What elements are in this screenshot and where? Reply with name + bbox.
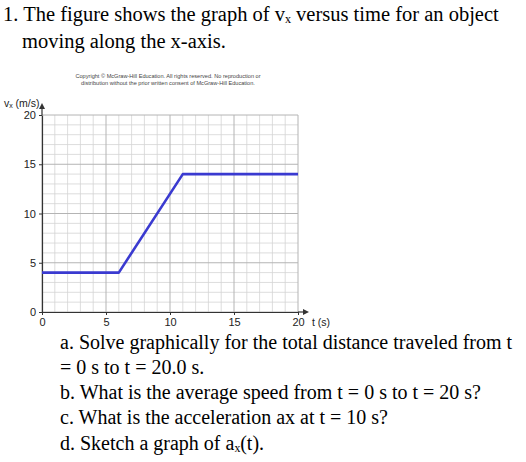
x-axis-title: t (s)	[312, 316, 330, 328]
question-line: a. Solve graphically for the total dista…	[60, 331, 513, 354]
tick-mark	[234, 312, 235, 315]
tick: 15	[228, 312, 240, 328]
copyright: Copyright © McGraw-Hill Education. All r…	[75, 73, 260, 79]
tick-mark	[170, 312, 171, 315]
tick: 10	[164, 312, 176, 328]
tick-mark	[39, 263, 42, 264]
tick: 20	[292, 312, 304, 328]
page: 1. The figure shows the graph of vₓ vers…	[0, 0, 526, 462]
copyright: distribution without the prior written c…	[81, 80, 255, 86]
plot-area	[42, 174, 298, 273]
tick-label: 15	[24, 158, 36, 170]
grid-line	[42, 164, 298, 165]
question-line: c. What is the acceleration ax at t = 10…	[60, 406, 388, 428]
tick: 0	[30, 306, 42, 318]
tick-label: 0	[39, 316, 45, 328]
grid-line	[42, 115, 298, 116]
tick-mark	[39, 115, 42, 116]
tick-label: 5	[103, 316, 109, 328]
tick-label: 0	[30, 306, 36, 318]
axis-line	[42, 116, 43, 313]
tick: 20	[24, 109, 42, 121]
grid-line	[42, 262, 298, 263]
question-line: b. What is the average speed from t = 0 …	[60, 381, 481, 404]
tick-label: 20	[292, 316, 304, 328]
question-line: = 0 s to t = 20.0 s.	[60, 356, 204, 378]
y-axis: 0 5 10 15 20	[24, 109, 43, 318]
tick: 5	[103, 312, 109, 328]
tick: 5	[30, 257, 42, 269]
header-line: moving along the x-axis.	[22, 30, 226, 53]
grid-line	[42, 213, 298, 214]
tick-label: 10	[24, 208, 36, 220]
question-line: d. Sketch a graph of aₓ(t).	[60, 432, 264, 455]
tick: 15	[24, 158, 42, 170]
tick-label: 5	[30, 257, 36, 269]
tick: 0	[39, 312, 45, 328]
tick-mark	[106, 312, 107, 315]
tick-label: 15	[228, 316, 240, 328]
header-line: 1. The figure shows the graph of vₓ vers…	[3, 3, 499, 26]
axis-arrow	[39, 103, 45, 109]
velocity-line	[42, 174, 298, 273]
y-axis-title: vₓ (m/s)	[4, 97, 40, 109]
tick-mark	[39, 214, 42, 215]
axis-arrow	[303, 309, 309, 315]
tick: 10	[24, 208, 42, 220]
tick-mark	[39, 312, 42, 313]
tick-label: 20	[24, 109, 36, 121]
tick-label: 10	[164, 316, 176, 328]
tick-mark	[39, 164, 42, 165]
x-axis: 0 5 10 15 20	[39, 312, 304, 328]
grid	[42, 115, 298, 312]
